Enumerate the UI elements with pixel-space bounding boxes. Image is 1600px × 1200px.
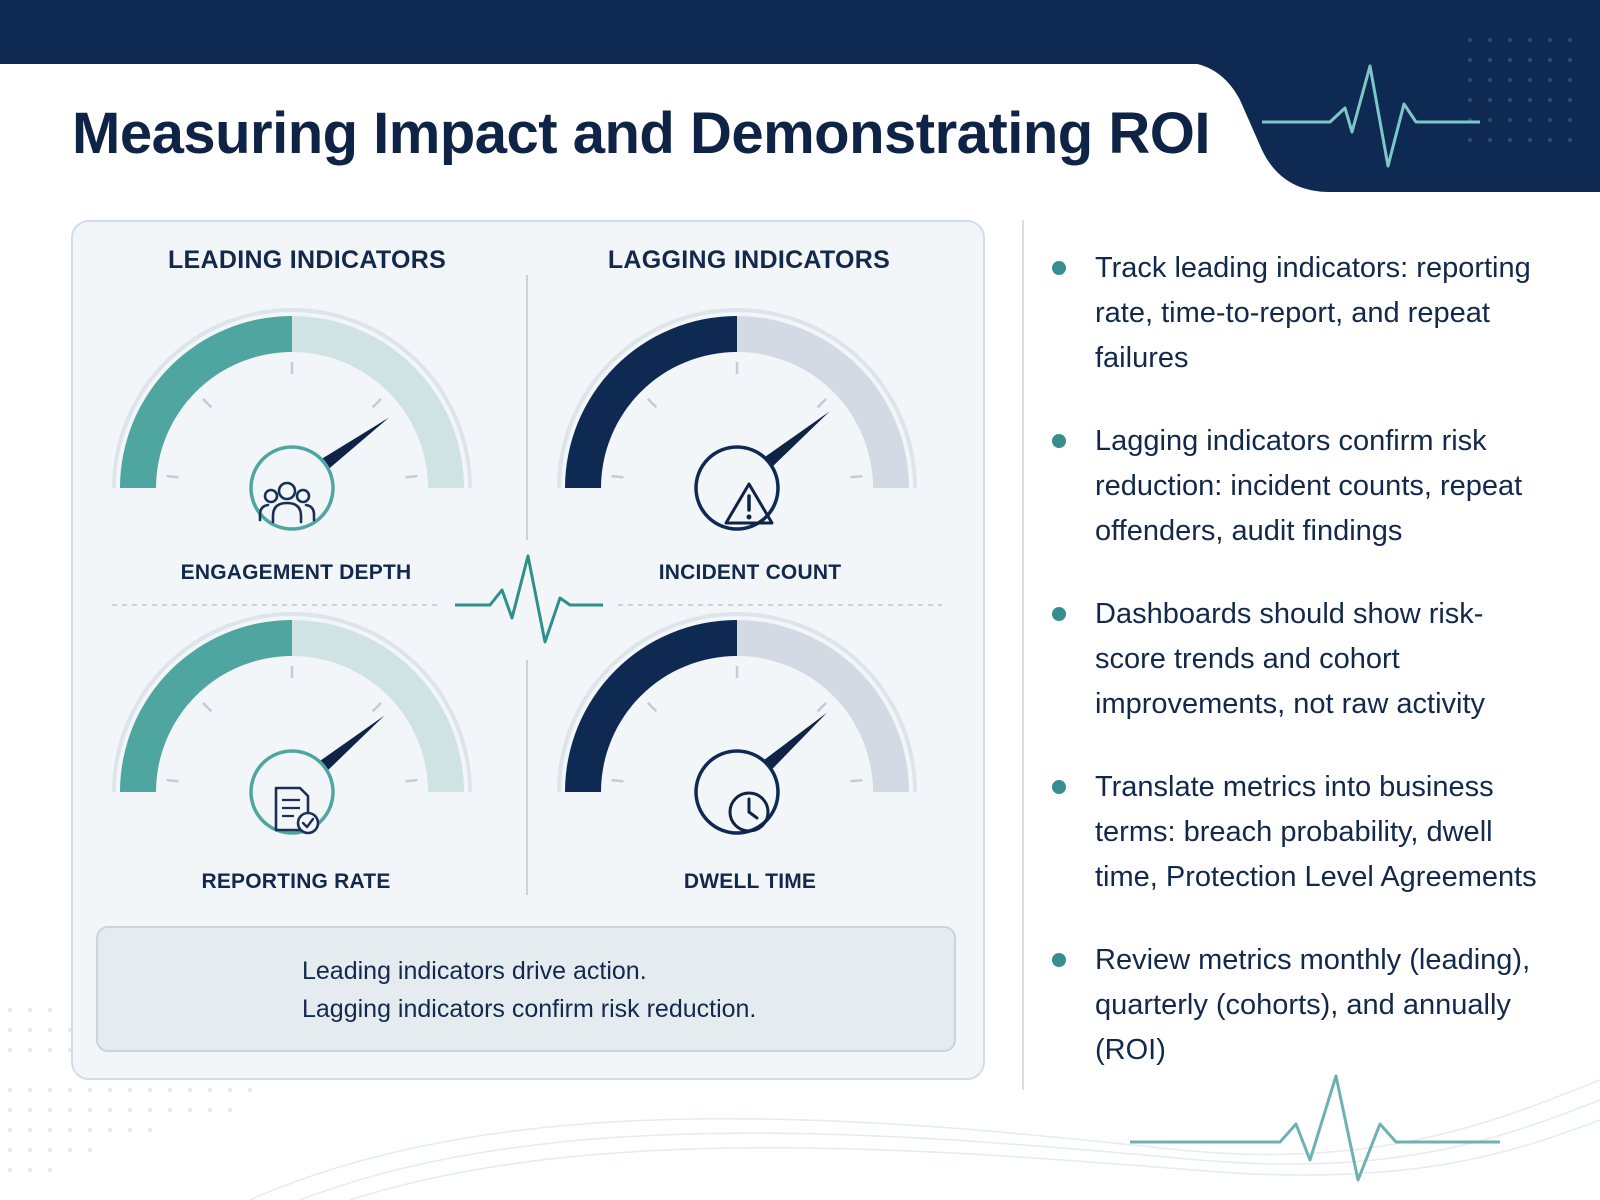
bullet-text: Translate metrics into business terms: b…: [1095, 771, 1537, 893]
gauge-tick: [166, 778, 179, 783]
gauge-label-incident-count: INCIDENT COUNT: [658, 561, 842, 584]
column-divider: [1022, 220, 1024, 1090]
gauge-needle: [755, 411, 830, 475]
gauge-rim: [557, 612, 917, 793]
gauge-hub: [694, 445, 780, 531]
clock-icon: [728, 791, 770, 833]
list-item: Lagging indicators confirm risk reductio…: [1052, 419, 1552, 554]
bullet-dot: [1052, 953, 1066, 967]
gauge-tick: [850, 474, 863, 479]
heartbeat-line: [455, 554, 603, 644]
gauge-value-arc: [565, 620, 737, 792]
list-item: Translate metrics into business terms: b…: [1052, 765, 1552, 900]
gauge-value-arc: [565, 316, 737, 488]
warning-icon: [724, 482, 774, 525]
header-corner-graphic: [1180, 38, 1600, 192]
lagging-indicators-heading: LAGGING INDICATORS: [607, 246, 891, 274]
gauge-tick: [850, 778, 863, 783]
gauge-label-dwell-time: DWELL TIME: [683, 870, 817, 893]
callout-line-1: Leading indicators drive action.: [302, 957, 647, 985]
header-band: [0, 0, 1600, 64]
gauge-tick: [202, 398, 213, 409]
gauge-tick: [405, 778, 418, 783]
bullet-text: Review metrics monthly (leading), quarte…: [1095, 944, 1531, 1066]
summary-callout: [96, 926, 956, 1052]
gauge-tick: [611, 474, 624, 479]
gauge-needle: [754, 712, 828, 778]
document-check-icon: [274, 786, 320, 835]
gauge-tick: [816, 398, 827, 409]
gauge-tick: [647, 398, 658, 409]
gauge-dwell-time: [557, 612, 917, 835]
gauge-tick: [816, 702, 827, 713]
gauge-engagement-depth: [112, 308, 472, 531]
list-item: Track leading indicators: reporting rate…: [1052, 246, 1552, 381]
gauge-needle: [310, 715, 385, 779]
gauge-tick: [611, 778, 624, 783]
gauge-hub: [249, 445, 335, 531]
bullet-dot: [1052, 607, 1066, 621]
gauge-hub: [249, 749, 335, 835]
gauge-value-arc: [120, 620, 292, 792]
gauge-tick: [647, 702, 658, 713]
page-title: Measuring Impact and Demonstrating ROI: [72, 101, 1210, 166]
bullet-text: Dashboards should show risk-score trends…: [1095, 598, 1486, 720]
list-item: Review metrics monthly (leading), quarte…: [1052, 938, 1552, 1073]
gauge-label-reporting-rate: REPORTING RATE: [201, 870, 391, 893]
gauge-rim: [112, 612, 472, 793]
gauge-value-arc: [120, 316, 292, 488]
gauge-tick: [166, 474, 179, 479]
key-points-list: Track leading indicators: reporting rate…: [1052, 246, 1552, 1073]
gauge-rim: [557, 308, 917, 489]
gauge-hub: [694, 749, 780, 835]
gauge-rim: [112, 308, 472, 489]
gauge-label-engagement-depth: ENGAGEMENT DEPTH: [180, 561, 412, 584]
leading-indicators-heading: LEADING INDICATORS: [167, 246, 447, 274]
bullet-dot: [1052, 780, 1066, 794]
bullet-dot: [1052, 434, 1066, 448]
callout-line-2: Lagging indicators confirm risk reductio…: [302, 995, 757, 1023]
gauge-incident-count: [557, 308, 917, 531]
bullet-text: Track leading indicators: reporting rate…: [1095, 252, 1531, 374]
gauge-tick: [371, 702, 382, 713]
bullet-text: Lagging indicators confirm risk reductio…: [1095, 425, 1523, 547]
gauge-tick: [405, 474, 418, 479]
gauge-needle: [312, 417, 390, 477]
list-item: Dashboards should show risk-score trends…: [1052, 592, 1552, 727]
people-icon: [258, 481, 316, 524]
gauge-tick: [202, 702, 213, 713]
callout-text: Leading indicators drive action. Lagging…: [302, 952, 756, 1028]
gauge-reporting-rate: [112, 612, 472, 835]
bullet-dot: [1052, 261, 1066, 275]
gauge-tick: [371, 398, 382, 409]
